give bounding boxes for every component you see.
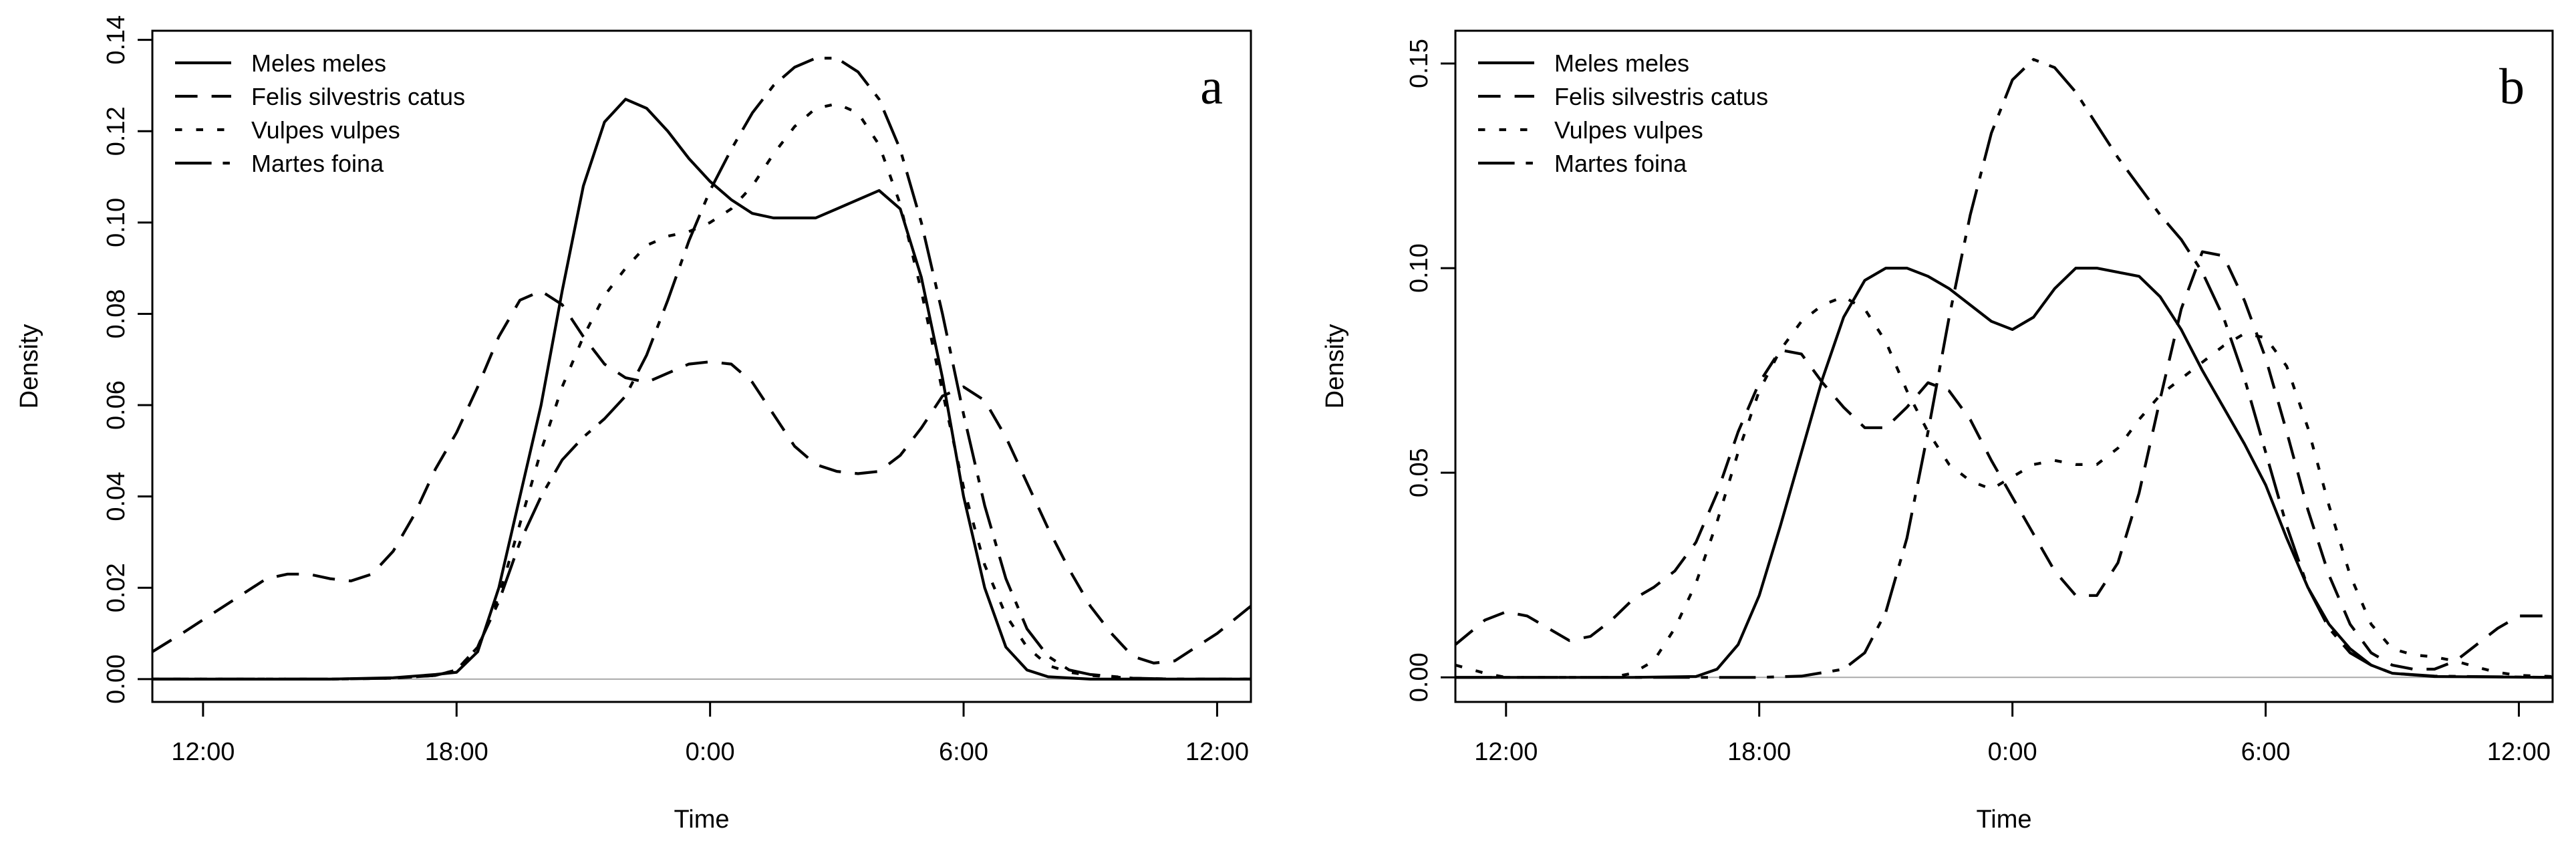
plot-frame bbox=[1454, 29, 2554, 703]
series-line-2 bbox=[152, 102, 1251, 681]
series-line-0 bbox=[1455, 267, 2553, 679]
x-tick-label: 12:00 bbox=[171, 738, 235, 766]
legend-label-3: Martes foina bbox=[1554, 150, 1687, 177]
series-line-3 bbox=[152, 56, 1251, 681]
series-line-1 bbox=[1454, 250, 2553, 671]
x-tick-label: 18:00 bbox=[1727, 738, 1791, 766]
y-tick-label: 0.10 bbox=[102, 198, 130, 247]
series-line-3 bbox=[1455, 57, 2553, 679]
y-axis-title: Density bbox=[15, 324, 43, 409]
panel-a: 12:00 18:00 0:00 6:00 12:00 0.00 0.02 0.04 0.06 0… bbox=[15, 15, 1252, 834]
y-tick-label: 0.00 bbox=[1405, 652, 1433, 702]
x-axis-title: Time bbox=[1976, 806, 2031, 834]
y-tick-label: 0.05 bbox=[1405, 448, 1433, 497]
x-tick-label: 0:00 bbox=[1988, 738, 2037, 766]
legend-label-1: Felis silvestris catus bbox=[1554, 83, 1768, 110]
legend-label-0: Meles meles bbox=[1554, 49, 1689, 77]
legend-label-0: Meles meles bbox=[251, 49, 386, 77]
legend-label-2: Vulpes vulpes bbox=[1554, 116, 1703, 144]
y-tick-label: 0.04 bbox=[102, 472, 130, 521]
series-line-0 bbox=[152, 98, 1251, 681]
x-tick-label: 12:00 bbox=[1474, 738, 1538, 766]
panel-label: a bbox=[1200, 59, 1223, 115]
x-tick-label: 6:00 bbox=[2241, 738, 2291, 766]
y-tick-label: 0.06 bbox=[102, 380, 130, 430]
legend-label-1: Felis silvestris catus bbox=[251, 83, 465, 110]
panel-b: 12:00 18:00 0:00 6:00 12:00 0.00 0.05 0.10 0.15 T… bbox=[1321, 29, 2554, 834]
series-line-1 bbox=[151, 289, 1252, 664]
y-tick-label: 0.12 bbox=[102, 106, 130, 156]
y-tick-label: 0.02 bbox=[102, 563, 130, 612]
y-tick-label: 0.00 bbox=[102, 654, 130, 704]
x-axis-title: Time bbox=[674, 806, 729, 834]
x-tick-label: 18:00 bbox=[425, 738, 488, 766]
x-tick-label: 12:00 bbox=[2487, 738, 2551, 766]
y-tick-label: 0.08 bbox=[102, 289, 130, 338]
y-tick-label: 0.14 bbox=[102, 15, 130, 65]
x-tick-label: 12:00 bbox=[1185, 738, 1249, 766]
series-line-2 bbox=[1455, 295, 2553, 679]
legend-label-3: Martes foina bbox=[251, 150, 384, 177]
x-tick-label: 6:00 bbox=[939, 738, 988, 766]
x-tick-label: 0:00 bbox=[686, 738, 735, 766]
y-tick-label: 0.15 bbox=[1405, 39, 1433, 88]
plot-frame bbox=[151, 29, 1252, 703]
panel-label: b bbox=[2499, 59, 2525, 115]
legend-label-2: Vulpes vulpes bbox=[251, 116, 400, 144]
y-axis-title: Density bbox=[1321, 324, 1349, 409]
y-tick-label: 0.10 bbox=[1405, 243, 1433, 293]
